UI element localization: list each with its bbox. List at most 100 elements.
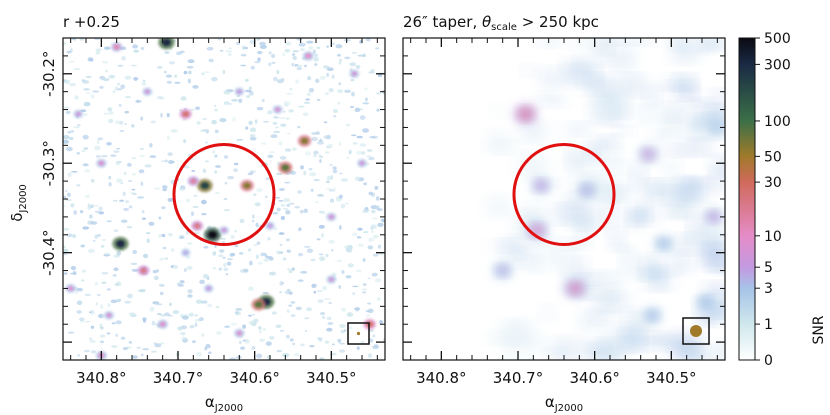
noise-speck [194,314,199,317]
noise-speck [261,98,265,103]
noise-speck [329,175,334,180]
noise-speck [87,248,96,254]
source-marker [712,123,723,132]
noise-blob [564,194,587,206]
noise-speck [106,288,111,291]
noise-speck [311,283,318,288]
noise-speck [230,322,238,326]
noise-speck [84,293,91,297]
source-marker [75,111,82,117]
noise-speck [329,164,333,166]
noise-speck [226,261,232,266]
noise-speck [142,347,150,351]
noise-speck [286,268,291,270]
colorbar-tick-label: 3 [764,281,773,297]
noise-speck [103,252,111,256]
noise-speck [76,287,83,292]
noise-speck [84,194,91,199]
noise-speck [94,234,98,239]
noise-blob [716,345,725,360]
noise-speck [346,156,350,159]
noise-speck [316,194,325,197]
noise-speck [344,89,351,93]
noise-speck [313,290,317,294]
noise-speck [83,88,90,91]
right-beam-box [682,317,710,345]
noise-speck [223,197,228,201]
noise-speck [341,269,345,275]
noise-speck [303,208,309,214]
noise-speck [271,311,277,315]
noise-speck [248,286,254,291]
noise-speck [368,329,374,333]
noise-speck [319,75,326,80]
noise-speck [273,116,278,119]
noise-speck [192,84,199,89]
source-marker [581,185,593,195]
noise-speck [95,155,101,158]
noise-speck [95,50,101,55]
noise-blob [651,132,666,139]
noise-blob [641,109,653,122]
noise-speck [124,122,127,126]
noise-speck [101,271,109,275]
noise-speck [337,101,341,105]
noise-speck [192,340,196,344]
noise-speck [368,237,375,243]
noise-speck [282,52,286,57]
source-marker [328,214,335,220]
noise-speck [63,42,67,45]
noise-speck [265,195,268,199]
noise-speck [279,116,286,120]
noise-speck [367,245,374,250]
noise-blob [615,104,629,116]
noise-speck [318,338,323,342]
noise-speck [303,246,311,248]
noise-speck [140,47,145,50]
noise-blob [541,97,564,106]
noise-speck [63,228,70,231]
noise-speck [177,283,184,287]
noise-speck [326,316,332,321]
noise-speck [320,211,326,214]
noise-speck [110,154,117,157]
right-beam-marker [690,325,702,337]
noise-speck [112,274,117,277]
noise-speck [293,353,300,357]
noise-speck [375,47,380,50]
noise-speck [317,299,324,303]
noise-speck [355,269,362,273]
noise-speck [337,338,342,343]
noise-blob [694,335,706,343]
noise-speck [187,78,192,84]
noise-speck [63,245,66,249]
noise-speck [94,210,100,213]
noise-speck [285,238,290,242]
noise-speck [95,48,103,51]
noise-speck [161,206,166,209]
right-axis-ticks: 340.8° 340.7° 340.6° 340.5° [403,38,725,387]
noise-speck [90,221,98,225]
noise-speck [125,200,130,204]
noise-speck [201,212,207,216]
source-marker [274,107,281,112]
noise-speck [291,62,294,67]
source-marker [267,223,273,229]
noise-speck [116,178,123,183]
noise-speck [235,308,243,311]
noise-speck [300,271,308,274]
noise-speck [307,75,312,81]
noise-speck [324,92,329,96]
noise-speck [115,333,118,338]
noise-blob [705,283,725,292]
noise-speck [305,98,310,101]
noise-speck [106,220,112,223]
noise-speck [354,176,360,181]
noise-speck [286,203,291,207]
noise-speck [352,142,358,145]
source-marker [236,330,243,336]
noise-blob [619,78,647,93]
noise-speck [174,74,178,78]
noise-speck [363,182,367,186]
noise-speck [123,171,127,175]
